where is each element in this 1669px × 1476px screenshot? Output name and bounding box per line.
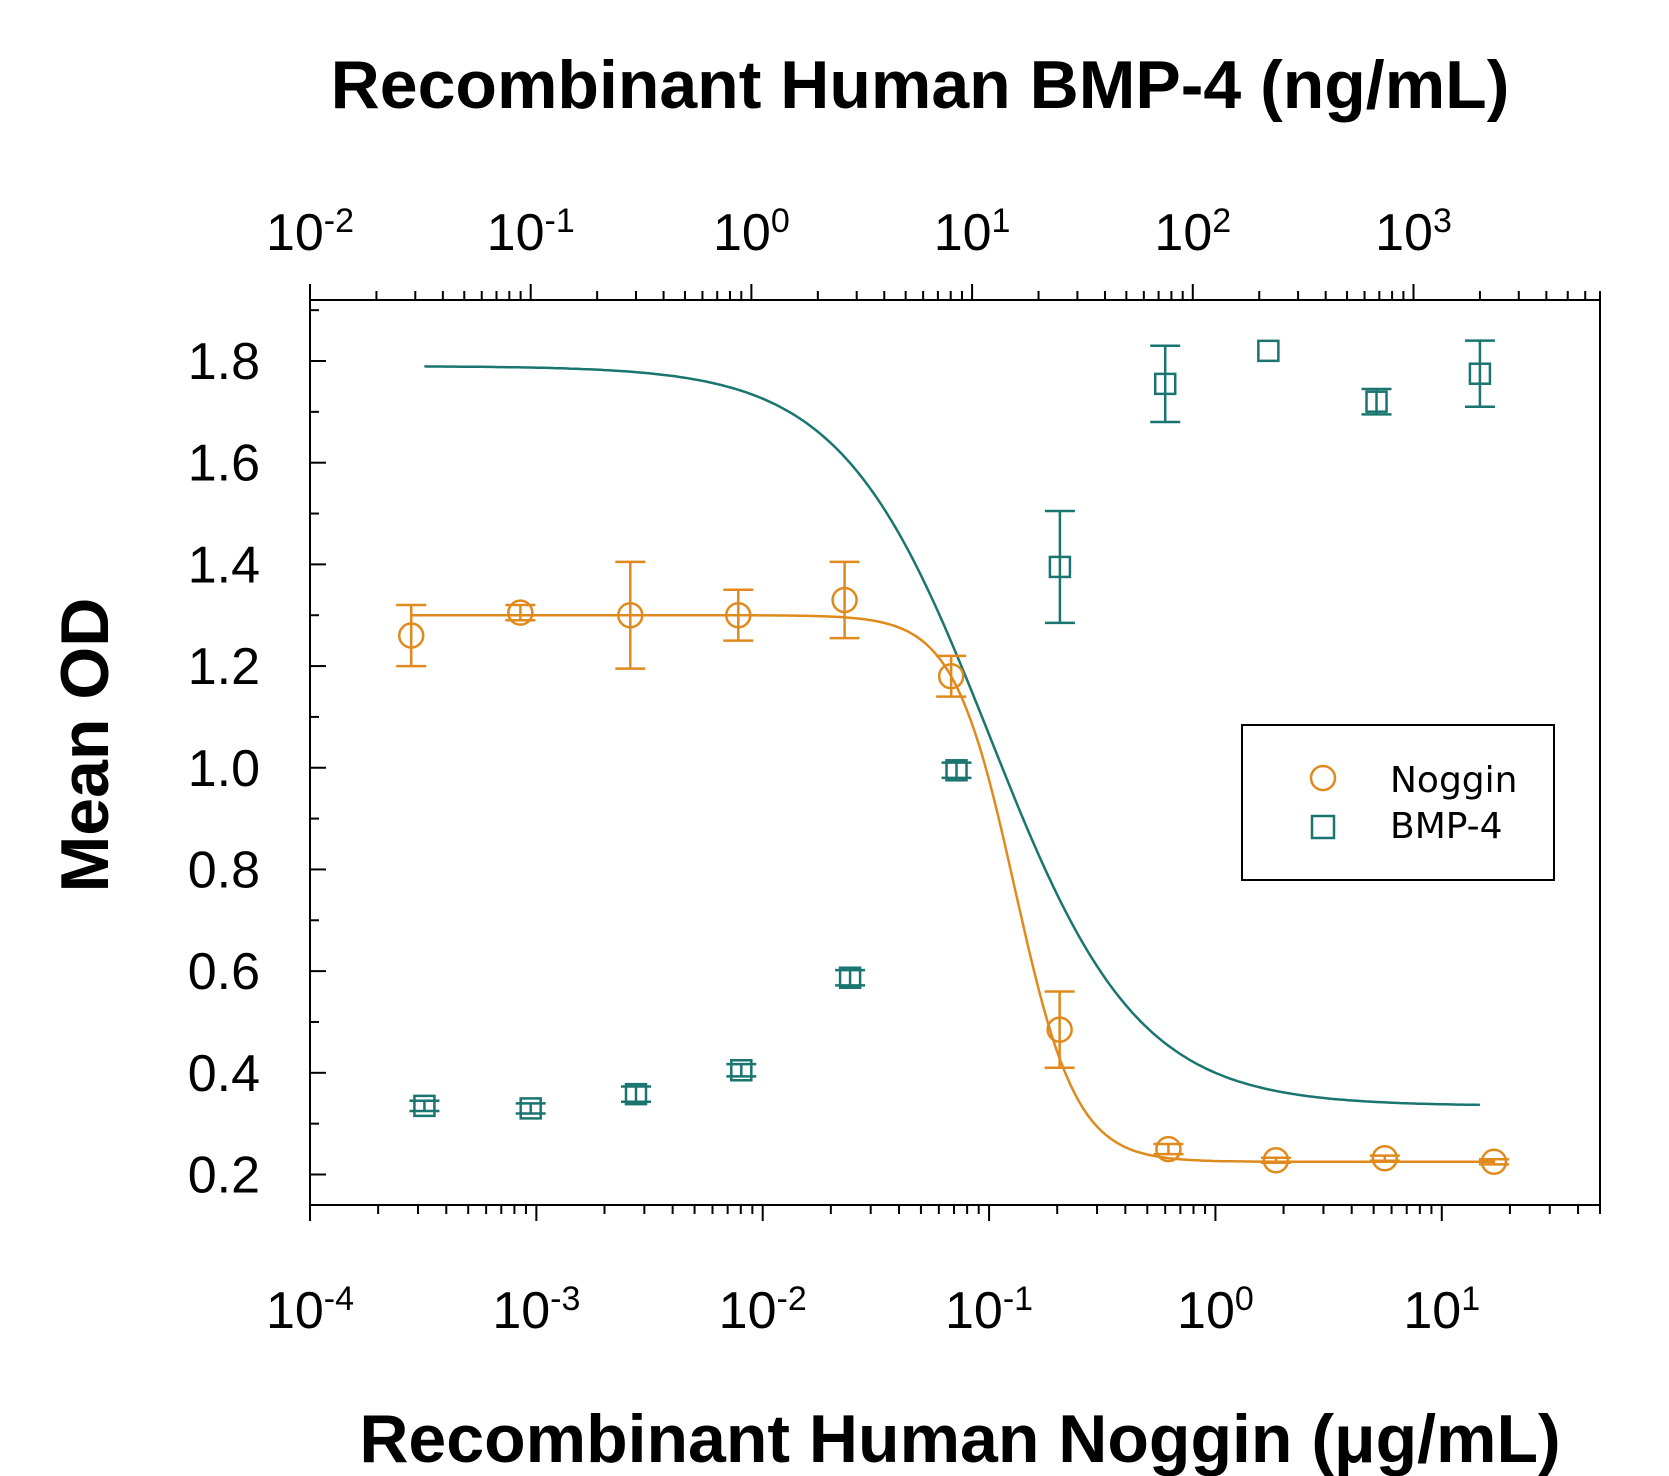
x-tick-label: 10-2	[719, 1280, 807, 1340]
x-tick-label: 101	[1403, 1280, 1480, 1340]
data-point-noggin	[1046, 1016, 1073, 1043]
legend-label-noggin: Noggin	[1390, 760, 1517, 801]
y-tick-label: 1.2	[188, 638, 260, 696]
data-point-bmp4	[730, 1059, 753, 1082]
y-tick-label: 0.6	[188, 943, 260, 1001]
data-point-bmp4	[945, 759, 968, 782]
data-point-bmp4	[413, 1094, 436, 1118]
data-point-noggin	[1371, 1144, 1399, 1172]
fit-curve-noggin	[411, 613, 1494, 1164]
data-point-bmp4	[1365, 390, 1388, 413]
x-axis-title: Recombinant Human Noggin (μg/mL)	[359, 1401, 1560, 1476]
data-point-noggin	[1480, 1148, 1508, 1176]
x-top-tick-label: 10-1	[487, 202, 575, 262]
x-top-tick-label: 101	[934, 202, 1011, 262]
data-point-noggin	[937, 662, 965, 690]
legend-marker-bmp4	[1310, 814, 1336, 840]
data-point-noggin	[507, 599, 534, 626]
data-point-bmp4	[1048, 555, 1072, 579]
axes: 10-4 10-3 10-2 10-1 100 101 10-2 10-1 100 101 102 1…	[188, 202, 1601, 1340]
y-tick-label: 0.8	[188, 841, 260, 899]
top-axis-title: Recombinant Human BMP-4 (ng/mL)	[331, 47, 1510, 123]
data-points	[396, 339, 1509, 1176]
fit-curves	[411, 365, 1494, 1164]
y-tick-label: 1.0	[188, 740, 260, 798]
data-point-bmp4	[1257, 339, 1280, 363]
data-point-noggin	[1155, 1135, 1182, 1163]
y-tick-label: 1.8	[188, 333, 260, 391]
y-tick-label: 0.2	[188, 1146, 260, 1204]
fit-curve-bmp4	[424, 365, 1480, 1107]
x-top-tick-label: 100	[713, 202, 790, 262]
x-top-tick-label: 102	[1154, 202, 1231, 262]
y-tick-label: 0.4	[188, 1045, 260, 1103]
legend: Noggin BMP-4	[1241, 724, 1555, 881]
legend-box	[1241, 724, 1555, 881]
y-tick-label: 1.4	[188, 536, 260, 594]
data-point-noggin	[397, 622, 425, 649]
x-tick-label: 10-3	[492, 1280, 580, 1340]
x-tick-label: 10-4	[266, 1280, 354, 1340]
legend-label-bmp4: BMP-4	[1390, 806, 1503, 847]
x-tick-label: 10-1	[945, 1280, 1033, 1340]
x-top-tick-label: 10-2	[266, 202, 354, 262]
data-point-noggin	[617, 601, 644, 629]
y-axis-title: Mean OD	[47, 598, 123, 893]
data-point-noggin	[831, 586, 858, 614]
y-tick-label: 1.6	[188, 435, 260, 493]
x-tick-label: 100	[1177, 1280, 1254, 1340]
x-top-tick-label: 103	[1375, 202, 1452, 262]
data-point-bmp4	[1153, 372, 1177, 396]
data-point-bmp4	[624, 1082, 648, 1106]
legend-marker-noggin	[1309, 764, 1337, 792]
data-point-noggin	[725, 601, 752, 629]
data-point-bmp4	[1468, 362, 1492, 385]
data-point-noggin	[1262, 1147, 1290, 1174]
data-point-bmp4	[838, 966, 862, 989]
data-point-bmp4	[519, 1097, 542, 1120]
